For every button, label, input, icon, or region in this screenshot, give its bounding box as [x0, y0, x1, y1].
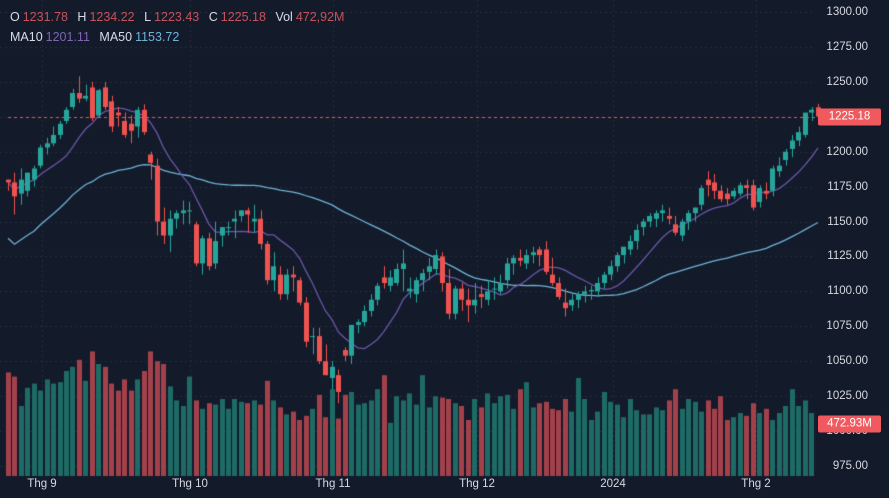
volume-label: Vol — [275, 10, 293, 24]
price-axis-tick: 1150.00 — [827, 215, 868, 228]
high-label: H — [77, 10, 87, 24]
time-axis-tick: Thg 12 — [459, 478, 495, 490]
high-value: 1234.22 — [89, 10, 135, 24]
ma10-label: MA10 — [10, 30, 43, 44]
open-label: O — [10, 10, 20, 24]
price-axis-tick: 1050.00 — [826, 355, 868, 368]
price-axis-tick: 1125.00 — [827, 250, 868, 263]
price-axis-tick: 1175.00 — [827, 180, 868, 193]
low-label: L — [144, 10, 152, 24]
open-value: 1231.78 — [22, 10, 68, 24]
price-axis-tick: 1100.00 — [827, 285, 868, 298]
ma50-value: 1153.72 — [135, 30, 180, 44]
time-axis-tick: Thg 9 — [27, 478, 57, 490]
time-axis-tick: 2024 — [600, 478, 626, 490]
time-axis-tick: Thg 11 — [315, 478, 351, 490]
price-axis-tick: 1275.00 — [826, 40, 868, 53]
last-price-tag: 1225.18 — [818, 108, 881, 126]
price-axis-tick: 1250.00 — [826, 75, 868, 88]
price-axis-tick: 1075.00 — [826, 320, 868, 333]
ma10-value: 1201.11 — [45, 30, 90, 44]
ma-row: MA10 1201.11 MA50 1153.72 — [10, 27, 350, 47]
low-value: 1223.43 — [154, 10, 200, 24]
price-axis-tick: 1300.00 — [826, 6, 868, 18]
price-axis-tick: 1200.00 — [826, 145, 868, 158]
time-axis-tick: Thg 2 — [741, 478, 771, 490]
price-axis-tick: 975.00 — [832, 460, 868, 472]
time-axis-tick: Thg 10 — [172, 478, 208, 490]
volume-value: 472,92M — [295, 10, 345, 24]
close-label: C — [208, 10, 218, 24]
price-axis-tick: 1025.00 — [826, 390, 868, 403]
last-volume-tag: 472.93M — [818, 415, 881, 433]
ohlc-row: O 1231.78 H 1234.22 L 1223.43 C 1225.18 Vol 4… — [10, 7, 350, 27]
ohlc-legend: O 1231.78 H 1234.22 L 1223.43 C 1225.18 Vol 4… — [10, 7, 350, 47]
close-value: 1225.18 — [220, 10, 266, 24]
ma50-label: MA50 — [99, 30, 133, 44]
